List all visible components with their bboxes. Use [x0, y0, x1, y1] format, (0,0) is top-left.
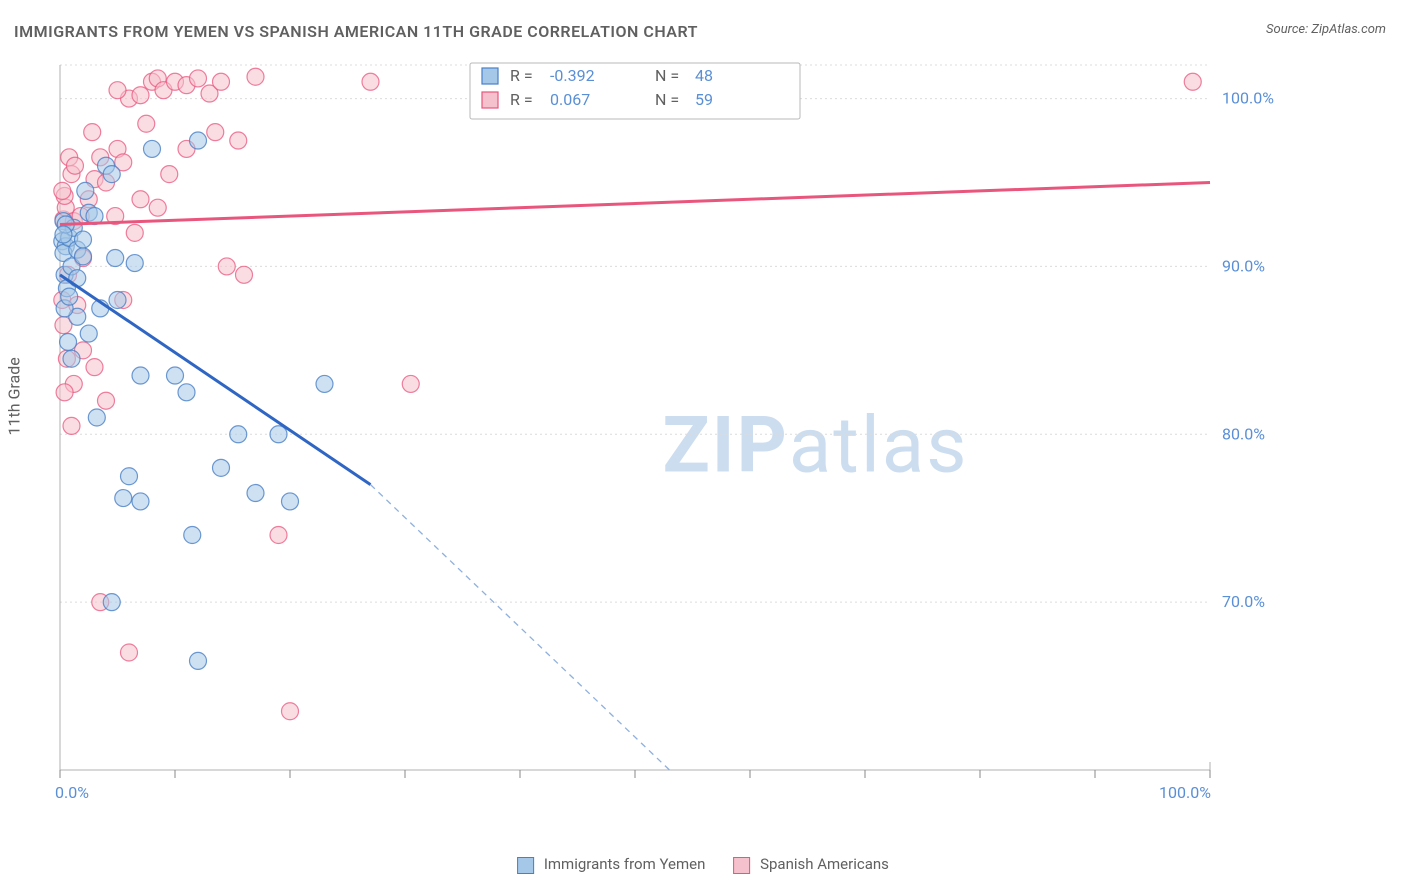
data-point [132, 191, 149, 208]
data-point [149, 199, 166, 216]
data-point [236, 266, 253, 283]
data-point [167, 367, 184, 384]
data-point [402, 375, 419, 392]
data-point [138, 115, 155, 132]
data-point [109, 292, 126, 309]
data-point [247, 485, 264, 502]
data-point [213, 73, 230, 90]
data-point [132, 87, 149, 104]
data-point [362, 73, 379, 90]
legend-item-spanish: Spanish Americans [733, 855, 889, 874]
data-point [61, 288, 78, 305]
data-point [56, 384, 73, 401]
svg-text:70.0%: 70.0% [1222, 592, 1265, 611]
data-point [55, 226, 72, 243]
data-point [161, 166, 178, 183]
data-point [282, 703, 299, 720]
data-point [54, 182, 71, 199]
data-point [75, 231, 92, 248]
svg-text:0.067: 0.067 [550, 90, 590, 109]
data-point [207, 124, 224, 141]
legend-swatch-blue [517, 857, 534, 874]
data-point [86, 359, 103, 376]
data-point [270, 426, 287, 443]
data-point [109, 82, 126, 99]
series-legend: Immigrants from Yemen Spanish Americans [517, 855, 889, 874]
data-point [247, 68, 264, 85]
data-point [103, 166, 120, 183]
data-point [103, 594, 120, 611]
legend-swatch-pink [733, 857, 750, 874]
data-point [282, 493, 299, 510]
data-point [178, 384, 195, 401]
svg-text:90.0%: 90.0% [1222, 256, 1265, 275]
data-point [60, 333, 77, 350]
svg-text:80.0%: 80.0% [1222, 424, 1265, 443]
data-point [190, 652, 207, 669]
data-point [190, 132, 207, 149]
data-point [84, 124, 101, 141]
legend-label-yemen: Immigrants from Yemen [544, 855, 706, 873]
y-axis-label: 11th Grade [5, 357, 24, 435]
data-point [121, 468, 138, 485]
svg-text:100.0%: 100.0% [1159, 783, 1211, 802]
source-label: Source: ZipAtlas.com [1266, 22, 1386, 37]
legend-label-spanish: Spanish Americans [760, 855, 889, 873]
data-point [316, 375, 333, 392]
data-point [77, 182, 94, 199]
data-point [184, 527, 201, 544]
data-point [230, 426, 247, 443]
data-point [213, 459, 230, 476]
data-point [75, 248, 92, 265]
svg-text:-0.392: -0.392 [550, 66, 595, 85]
svg-text:R =: R = [510, 90, 533, 109]
data-point [132, 493, 149, 510]
data-point [66, 157, 83, 174]
data-point [121, 644, 138, 661]
data-point [80, 325, 97, 342]
svg-text:59: 59 [695, 90, 713, 109]
data-point [190, 70, 207, 87]
trendline-spanish [60, 183, 1210, 225]
data-point [107, 250, 124, 267]
data-point [63, 417, 80, 434]
svg-text:48: 48 [695, 66, 713, 85]
data-point [218, 258, 235, 275]
correlation-legend: R = -0.392 N = 48 R = 0.067 N = 59 [470, 63, 800, 119]
data-point [98, 392, 115, 409]
data-point [115, 490, 132, 507]
svg-text:R =: R = [510, 66, 533, 85]
data-point [1184, 73, 1201, 90]
data-point [126, 224, 143, 241]
legend-item-yemen: Immigrants from Yemen [517, 855, 705, 874]
data-point [270, 527, 287, 544]
svg-text:N =: N = [655, 66, 679, 85]
svg-text:100.0%: 100.0% [1222, 89, 1274, 108]
svg-text:0.0%: 0.0% [55, 783, 89, 802]
data-point [230, 132, 247, 149]
data-point [144, 140, 161, 157]
data-point [88, 409, 105, 426]
chart-title: IMMIGRANTS FROM YEMEN VS SPANISH AMERICA… [14, 22, 698, 41]
data-point [63, 350, 80, 367]
svg-text:N =: N = [655, 90, 679, 109]
scatter-plot: 70.0% 80.0% 90.0% 100.0% 0.0% 100.0% R = -0.39… [50, 60, 1290, 810]
data-point [132, 367, 149, 384]
data-point [126, 255, 143, 272]
trendline-yemen-extrapolated [371, 485, 670, 770]
